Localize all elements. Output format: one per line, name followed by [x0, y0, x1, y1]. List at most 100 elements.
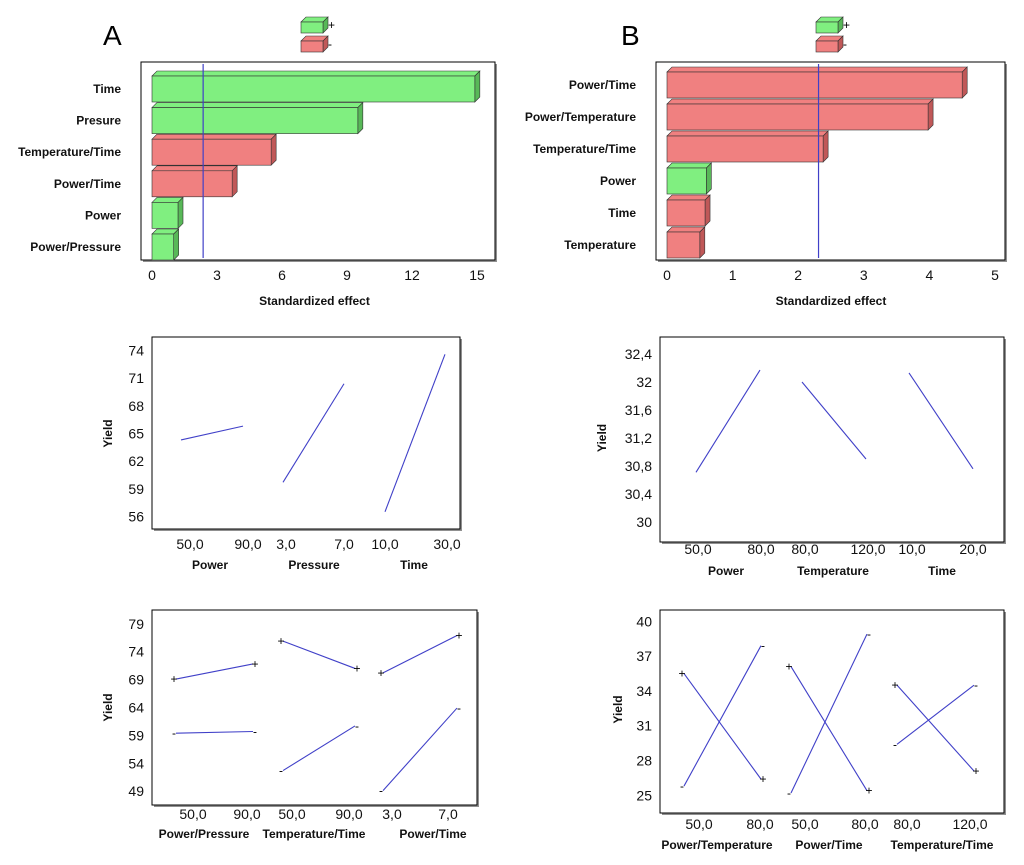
A-interactions-series-marker: + — [353, 661, 360, 675]
B-interactions-factor-label: Temperature/Time — [891, 838, 994, 852]
B-interactions-series-marker: + — [865, 784, 872, 798]
A-interactions-series-marker: - — [279, 764, 283, 778]
A-main-effects-y-tick-label: 56 — [128, 508, 144, 524]
A-interactions-interaction-line-0-0 — [175, 663, 254, 680]
A-interactions-series-marker: + — [277, 634, 284, 648]
A-pareto-bar-3-face — [151, 170, 233, 198]
B-pareto-bar-0 — [666, 66, 968, 99]
B-interactions-interaction-line-0-1 — [683, 645, 762, 787]
A-interactions-series-marker: - — [172, 726, 176, 740]
A-interactions-factor-label: Power/Time — [399, 827, 466, 841]
legend-positive-swatch-b — [815, 16, 844, 34]
A-pareto-category-label: Power/Time — [54, 177, 121, 191]
A-pareto-category-label: Presure — [76, 114, 121, 128]
A-pareto-bar-0-top — [151, 70, 481, 77]
B-interactions-series-marker: - — [680, 779, 684, 793]
A-main-effects-effect-line-1 — [282, 383, 345, 483]
B-interactions-y-tick-label: 31 — [636, 718, 652, 734]
B-pareto-bar-0-top — [666, 66, 968, 73]
B-main-effects-y-tick-label: 30,4 — [625, 486, 652, 502]
A-pareto-x-tick-label: 9 — [343, 267, 351, 283]
B-pareto-bar-3-top — [666, 162, 713, 169]
B-pareto-bar-4-top — [666, 194, 711, 201]
B-interactions-interaction-line-1-1 — [790, 633, 868, 794]
B-interactions-y-tick-label: 28 — [636, 753, 652, 769]
B-main-effects-x-tick-label: 120,0 — [850, 541, 885, 557]
A-interactions-x-tick-label: 90,0 — [233, 806, 260, 822]
A-pareto-bar-5-face — [151, 233, 174, 261]
B-pareto-bar-3 — [666, 162, 713, 195]
B-pareto-bar-0-face — [666, 71, 963, 99]
B-interactions-series-marker: + — [678, 667, 685, 681]
A-pareto-bar-3-top — [151, 165, 238, 172]
A-main-effects-effect-line-2 — [384, 354, 446, 512]
A-main-effects-y-tick-label: 71 — [128, 370, 144, 386]
B-interactions-series-marker: - — [761, 639, 765, 653]
B-pareto-bar-3-face — [666, 167, 707, 195]
B-pareto-x-tick-label: 0 — [663, 267, 671, 283]
legend-negative-swatch-b — [815, 35, 844, 53]
legend-positive-label-b: + — [843, 18, 850, 32]
B-main-effects-effect-line-0 — [695, 369, 761, 473]
B-pareto-bar-2-top — [666, 130, 829, 137]
B-pareto-bar-3-side — [706, 162, 712, 195]
A-main-effects-y-tick-label: 62 — [128, 453, 144, 469]
B-pareto-x-axis-label: Standardized effect — [776, 294, 887, 308]
B-pareto-category-label: Time — [608, 206, 636, 220]
A-pareto-bar-2 — [151, 133, 277, 166]
A-main-effects-x-tick-label: 50,0 — [176, 536, 203, 552]
A-main-effects-effect-line-0 — [180, 425, 244, 441]
A-main-effects-factor-label: Power — [192, 558, 228, 572]
A-pareto-bar-1-face — [151, 107, 359, 134]
legend-negative-swatch-a-face — [300, 40, 324, 53]
B-interactions-series-marker: - — [867, 627, 871, 641]
panel-label-a: A — [103, 20, 122, 51]
A-interactions-y-tick-label: 49 — [128, 783, 144, 799]
A-pareto-category-label: Temperature/Time — [18, 145, 121, 159]
B-pareto-category-label: Temperature/Time — [533, 142, 636, 156]
B-pareto-category-label: Temperature — [564, 238, 636, 252]
A-interactions-series-marker: + — [251, 657, 258, 671]
A-pareto-bar-1-top — [151, 102, 364, 108]
A-interactions-interaction-line-1-1 — [282, 725, 356, 772]
B-interactions-frame — [659, 609, 1005, 814]
panel-label-b: B — [621, 20, 640, 51]
B-interactions-x-tick-label: 50,0 — [791, 816, 818, 832]
A-main-effects-y-tick-label: 65 — [128, 426, 144, 442]
A-interactions-x-tick-label: 50,0 — [278, 806, 305, 822]
A-pareto-x-tick-label: 3 — [213, 267, 221, 283]
B-pareto-bar-2-face — [666, 135, 824, 163]
B-pareto-x-tick-label: 4 — [926, 267, 934, 283]
B-interactions-interaction-line-0-0 — [683, 673, 762, 780]
legend-positive-swatch-a — [300, 16, 329, 34]
B-interactions-y-tick-label: 40 — [636, 613, 652, 629]
B-main-effects-y-tick-label: 31,6 — [625, 402, 652, 418]
B-pareto-x-tick-label: 5 — [991, 267, 999, 283]
A-pareto-bar-0-face — [151, 75, 476, 103]
A-pareto-bar-4-side — [177, 196, 184, 230]
A-interactions-factor-label: Temperature/Time — [263, 827, 366, 841]
A-interactions-interaction-line-0-1 — [175, 730, 254, 734]
B-pareto-bar-1 — [666, 98, 934, 131]
B-interactions-y-tick-label: 34 — [636, 683, 652, 699]
A-pareto-bar-4-face — [151, 202, 179, 229]
A-interactions-series-marker: - — [457, 701, 461, 715]
A-pareto-bar-0 — [151, 70, 481, 103]
B-interactions-x-tick-label: 120,0 — [952, 816, 987, 832]
B-interactions-x-tick-label: 80,0 — [893, 816, 920, 832]
A-interactions-y-tick-label: 79 — [128, 616, 144, 632]
B-pareto-bar-1-top — [666, 98, 934, 105]
B-main-effects-y-tick-label: 32,4 — [625, 346, 652, 362]
B-pareto-bar-1-face — [666, 103, 929, 131]
A-pareto-bar-2-top — [151, 133, 277, 140]
B-interactions-interaction-line-2-0 — [896, 684, 975, 772]
A-pareto-category-label: Time — [93, 82, 121, 96]
legend-negative-label-b: - — [843, 37, 847, 51]
A-interactions-series-marker: - — [355, 719, 359, 733]
B-pareto-bar-5-face — [666, 231, 701, 259]
A-interactions-interaction-line-2-1 — [382, 707, 458, 792]
B-pareto-bar-0-side — [961, 66, 968, 99]
B-interactions-interaction-line-2-1 — [896, 684, 975, 745]
A-pareto-x-tick-label: 6 — [278, 267, 286, 283]
